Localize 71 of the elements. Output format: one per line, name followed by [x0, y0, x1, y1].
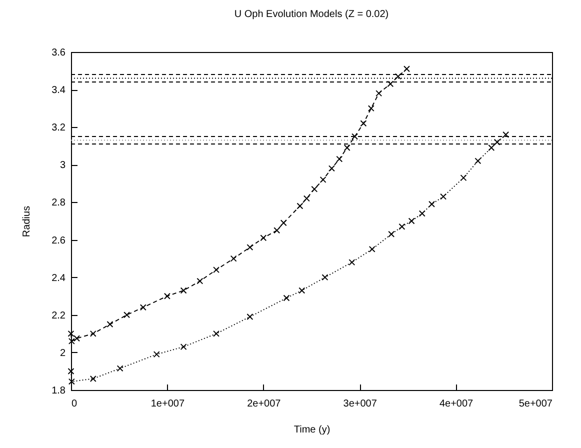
point — [116, 365, 124, 372]
point — [376, 90, 382, 97]
y-tick-label: 3.2 — [52, 122, 66, 134]
x-axis-title: Time (y) — [294, 424, 330, 436]
point — [320, 176, 326, 183]
point — [404, 66, 410, 72]
point — [164, 292, 170, 300]
x-tick-label: 3e+007 — [343, 398, 378, 410]
point — [196, 278, 204, 284]
y-tick-label: 3.6 — [52, 48, 66, 58]
x-tick-label: 0 — [72, 398, 78, 410]
point — [388, 230, 395, 238]
point — [246, 244, 254, 251]
point — [344, 144, 350, 152]
point — [368, 105, 374, 112]
point — [260, 234, 267, 242]
point — [488, 144, 495, 152]
y-tick-label: 3.4 — [52, 85, 66, 96]
point — [418, 210, 426, 217]
point — [230, 255, 237, 262]
point — [296, 202, 304, 210]
x-tick-label: 5e+007 — [518, 398, 553, 410]
point — [283, 294, 290, 302]
point — [460, 174, 467, 182]
point — [428, 200, 435, 208]
point — [106, 321, 114, 328]
y-tick-label: 2.8 — [52, 198, 66, 209]
point — [408, 218, 415, 224]
point — [280, 220, 287, 226]
y-tick-label: 2.4 — [52, 272, 66, 284]
point — [90, 375, 96, 382]
point — [368, 246, 376, 252]
point — [348, 259, 356, 266]
x-tick-label: 1e+007 — [150, 398, 185, 410]
point — [502, 131, 510, 138]
y-axis-title: Radius — [22, 206, 33, 238]
y-tick-label: 1.8 — [52, 386, 66, 396]
point — [153, 351, 160, 358]
point — [213, 266, 220, 274]
point — [180, 287, 187, 294]
point — [398, 223, 406, 230]
point — [298, 287, 306, 294]
point — [124, 312, 130, 318]
point — [352, 133, 358, 140]
point — [474, 158, 482, 164]
point — [494, 138, 500, 146]
point — [336, 156, 343, 162]
point — [311, 186, 318, 192]
point — [387, 80, 394, 88]
point — [360, 120, 367, 127]
x-tick-label: 2e+007 — [247, 398, 282, 410]
point — [394, 73, 402, 80]
point — [68, 378, 75, 385]
y-tick-label: 3 — [60, 160, 66, 172]
point — [328, 165, 335, 172]
point — [274, 227, 280, 234]
y-tick-label: 2.6 — [52, 235, 66, 246]
point — [140, 304, 146, 311]
point — [68, 368, 74, 374]
point — [90, 330, 96, 337]
point — [303, 195, 310, 202]
point — [246, 314, 254, 320]
x-tick-label: 4e+007 — [439, 398, 474, 410]
chart-title: U Oph Evolution Models (Z = 0.02) — [234, 9, 389, 20]
point — [322, 274, 328, 281]
point — [68, 330, 74, 337]
y-tick-label: 2 — [60, 348, 66, 359]
y-tick-label: 2.2 — [52, 310, 66, 322]
point — [440, 193, 447, 200]
point — [180, 344, 187, 350]
point — [213, 330, 220, 337]
